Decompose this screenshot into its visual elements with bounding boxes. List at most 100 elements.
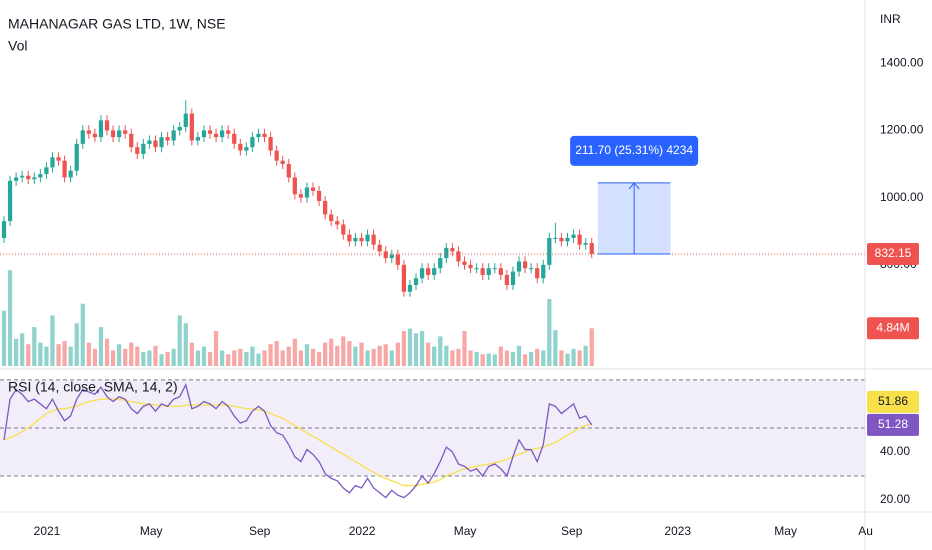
candle-body <box>395 254 400 265</box>
candle-body <box>329 214 334 222</box>
volume-bar <box>280 350 285 366</box>
volume-bar <box>123 348 128 366</box>
volume-bar <box>553 330 558 366</box>
candle-body <box>207 130 213 134</box>
candle-body <box>129 133 134 148</box>
candle-body <box>401 264 407 292</box>
volume-bar <box>292 338 297 366</box>
volume-bar <box>32 327 37 366</box>
x-tick-label: May <box>454 524 477 538</box>
volume-bar <box>504 350 510 366</box>
volume-bar <box>159 354 164 366</box>
candle-body <box>316 190 322 201</box>
candle-body <box>462 261 467 265</box>
candle-body <box>201 130 207 138</box>
candle-body <box>456 251 461 262</box>
y-tick-label: 1000.00 <box>880 190 924 204</box>
symbol-title: MAHANAGAR GAS LTD, 1W, NSE <box>8 16 226 32</box>
volume-bar <box>535 348 540 366</box>
volume-bar <box>147 350 152 366</box>
candle-body <box>571 234 576 238</box>
volume-bar <box>274 341 279 366</box>
volume-bar <box>220 350 225 366</box>
candle-body <box>50 157 55 168</box>
volume-bar <box>183 323 188 366</box>
volume-bar <box>432 346 437 366</box>
candle-body <box>522 261 528 269</box>
candle-body <box>450 248 455 252</box>
candle-body <box>165 137 170 141</box>
candle-body <box>220 130 225 138</box>
volume-bar <box>256 353 261 366</box>
candle-body <box>547 237 552 265</box>
volume-bar <box>371 348 376 366</box>
volume-bar <box>86 342 91 366</box>
candle-body <box>298 194 304 198</box>
volume-bar <box>341 336 346 366</box>
candle-body <box>98 120 104 138</box>
rsi-line <box>3 382 593 499</box>
volume-bar <box>286 346 291 366</box>
candle-body <box>504 274 510 286</box>
price-pane: 211.70 (25.31%) 4234 <box>0 100 865 366</box>
candle-body <box>559 237 564 242</box>
candle-body <box>74 143 79 171</box>
candle-body <box>56 157 61 161</box>
candle-body <box>189 113 194 141</box>
candle-body <box>135 147 140 154</box>
candle-body <box>153 140 158 148</box>
candle-body <box>480 268 485 275</box>
candle-body <box>117 130 122 138</box>
candle-body <box>92 133 98 138</box>
volume-bar <box>13 338 19 366</box>
volume-bar <box>419 330 425 366</box>
rsi-label: 51.28 <box>878 417 908 431</box>
volume-bar <box>383 344 388 366</box>
volume-bar <box>20 333 25 366</box>
volume-bar <box>56 344 61 366</box>
volume-bar <box>68 346 73 366</box>
volume-bar <box>316 351 322 366</box>
volume-bar <box>80 303 85 366</box>
volume-bar <box>401 330 407 366</box>
candle-body <box>541 264 546 279</box>
volume-bar <box>450 350 455 366</box>
y-tick-label: 1200.00 <box>880 123 924 137</box>
volume-bar <box>26 344 31 366</box>
candle-body <box>110 130 116 138</box>
volume-bar <box>522 354 528 366</box>
last-volume-label-bg <box>867 317 919 340</box>
x-tick-label: 2021 <box>34 524 61 538</box>
candle-body <box>474 268 479 270</box>
candle-body <box>286 164 291 178</box>
x-tick-label: May <box>774 524 797 538</box>
candle-body <box>274 150 279 161</box>
last-price-label: 832.15 <box>875 246 912 260</box>
candle-body <box>213 133 219 138</box>
candle-body <box>335 221 340 225</box>
candle-body <box>268 137 273 151</box>
candle-body <box>68 170 73 178</box>
volume-bar <box>104 338 110 366</box>
candle-body <box>238 143 243 151</box>
volume-bar <box>74 323 79 366</box>
rsi-sma-label-bg <box>867 390 919 413</box>
volume-bar <box>304 344 310 366</box>
volume-bar <box>44 346 49 366</box>
candle-body <box>444 248 449 259</box>
last-volume-label: 4.84M <box>876 320 909 334</box>
candle-body <box>147 140 152 144</box>
candle-body <box>141 143 146 154</box>
volume-bar <box>129 342 134 366</box>
measure-label-bg <box>570 135 699 166</box>
candle-body <box>426 268 431 275</box>
rsi-pane <box>0 379 865 499</box>
volume-bar <box>98 327 104 366</box>
volume-bar <box>486 353 491 366</box>
volume-bar <box>213 330 219 366</box>
candle-body <box>432 268 437 275</box>
candle-body <box>159 137 164 148</box>
volume-bar <box>529 351 534 366</box>
volume-bar <box>268 344 273 366</box>
